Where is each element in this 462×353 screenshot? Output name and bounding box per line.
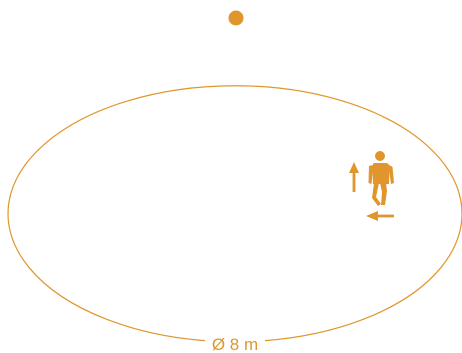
walking-person-icon xyxy=(368,151,394,206)
diameter-label: Ø 8 m xyxy=(212,335,258,353)
pendulum-bob-icon xyxy=(228,10,244,26)
arrow-left-icon xyxy=(366,211,394,221)
arrow-up-icon xyxy=(349,162,359,192)
